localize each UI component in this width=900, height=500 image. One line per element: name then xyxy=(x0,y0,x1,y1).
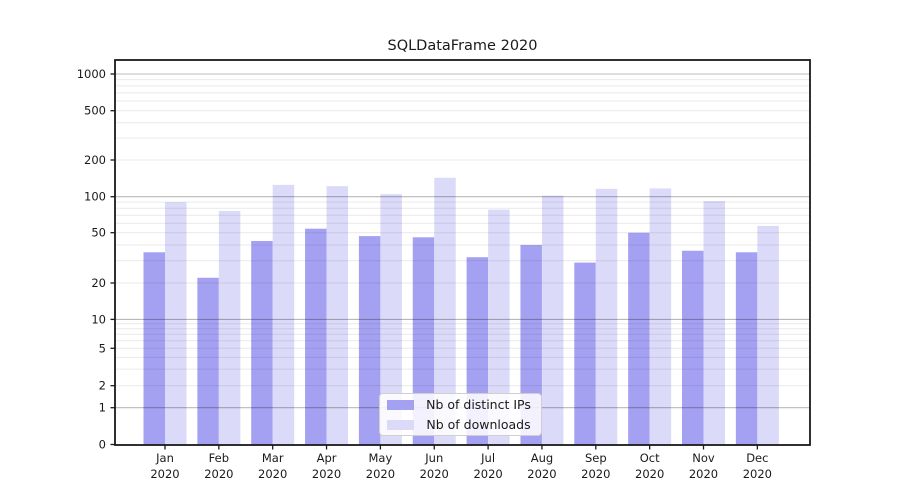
legend-item-distinct-ips: Nb of distinct IPs xyxy=(387,397,541,412)
legend-label-distinct-ips: Nb of distinct IPs xyxy=(426,397,531,412)
bar-downloads-Aug xyxy=(541,195,564,445)
y-tick-label: 100 xyxy=(84,190,106,204)
bar-downloads-Jul xyxy=(488,209,510,445)
y-tick-label: 1000 xyxy=(77,67,106,81)
x-tick-label-year: 2020 xyxy=(312,467,341,481)
x-tick-label-year: 2020 xyxy=(473,467,502,481)
x-tick-label-year: 2020 xyxy=(581,467,610,481)
x-tick-label-month: Mar xyxy=(262,451,284,465)
plot-frame xyxy=(114,59,811,446)
x-tick-label-year: 2020 xyxy=(743,467,772,481)
bar-ips-Apr xyxy=(305,228,327,445)
bar-ips-Oct xyxy=(628,232,650,445)
x-tick-label-month: Feb xyxy=(209,451,229,465)
x-tick-label-month: Jan xyxy=(155,451,174,465)
bar-downloads-Jan xyxy=(165,202,187,445)
y-tick-label: 500 xyxy=(84,104,106,118)
x-tick-label-year: 2020 xyxy=(366,467,395,481)
y-tick-label: 0 xyxy=(99,438,106,452)
bar-ips-Jan xyxy=(143,252,165,445)
bar-downloads-Sep xyxy=(595,188,618,445)
bar-downloads-Mar xyxy=(272,184,295,445)
x-tick-label-year: 2020 xyxy=(150,467,179,481)
x-tick-label-month: May xyxy=(369,451,393,465)
bar-downloads-Feb xyxy=(218,210,241,445)
bar-downloads-Apr xyxy=(326,186,349,446)
legend-swatch-distinct-ips xyxy=(387,399,414,410)
bar-ips-Sep xyxy=(574,262,596,445)
bar-downloads-May xyxy=(380,194,402,445)
y-tick-label: 5 xyxy=(99,341,106,355)
legend-item-downloads: Nb of downloads xyxy=(387,417,541,432)
chart-title: SQLDataFrame 2020 xyxy=(387,38,538,54)
x-tick-label-month: Apr xyxy=(317,451,337,465)
bar-downloads-Jun xyxy=(434,177,456,445)
x-tick-label-month: Sep xyxy=(585,451,607,465)
y-tick-label: 2 xyxy=(99,379,106,393)
x-tick-label-month: Nov xyxy=(692,451,715,465)
x-tick-label-year: 2020 xyxy=(420,467,449,481)
bar-ips-May xyxy=(358,236,381,445)
y-tick-label: 20 xyxy=(91,276,106,290)
bar-ips-Dec xyxy=(735,252,758,445)
y-tick-label: 200 xyxy=(84,153,106,167)
y-tick-label: 50 xyxy=(91,226,106,240)
y-tick-label: 10 xyxy=(91,312,106,326)
x-tick-label-month: Jun xyxy=(424,451,443,465)
legend: Nb of distinct IPs Nb of downloads xyxy=(379,393,542,436)
x-tick-label-year: 2020 xyxy=(204,467,233,481)
bar-downloads-Oct xyxy=(649,188,672,445)
x-tick-label-month: Jul xyxy=(480,451,495,465)
x-tick-label-month: Aug xyxy=(531,451,553,465)
bar-ips-Mar xyxy=(251,240,273,445)
x-tick-label-month: Dec xyxy=(746,451,768,465)
x-tick-label-year: 2020 xyxy=(527,467,556,481)
bar-ips-Feb xyxy=(197,277,219,445)
bar-downloads-Dec xyxy=(757,225,779,445)
legend-label-downloads: Nb of downloads xyxy=(426,417,531,432)
x-tick-label-year: 2020 xyxy=(689,467,718,481)
x-tick-label-year: 2020 xyxy=(258,467,287,481)
y-tick-label: 1 xyxy=(99,401,106,415)
bar-ips-Nov xyxy=(682,250,704,445)
bar-downloads-Nov xyxy=(703,201,725,445)
legend-swatch-downloads xyxy=(387,419,414,430)
x-tick-label-year: 2020 xyxy=(635,467,664,481)
x-tick-label-month: Oct xyxy=(640,451,660,465)
